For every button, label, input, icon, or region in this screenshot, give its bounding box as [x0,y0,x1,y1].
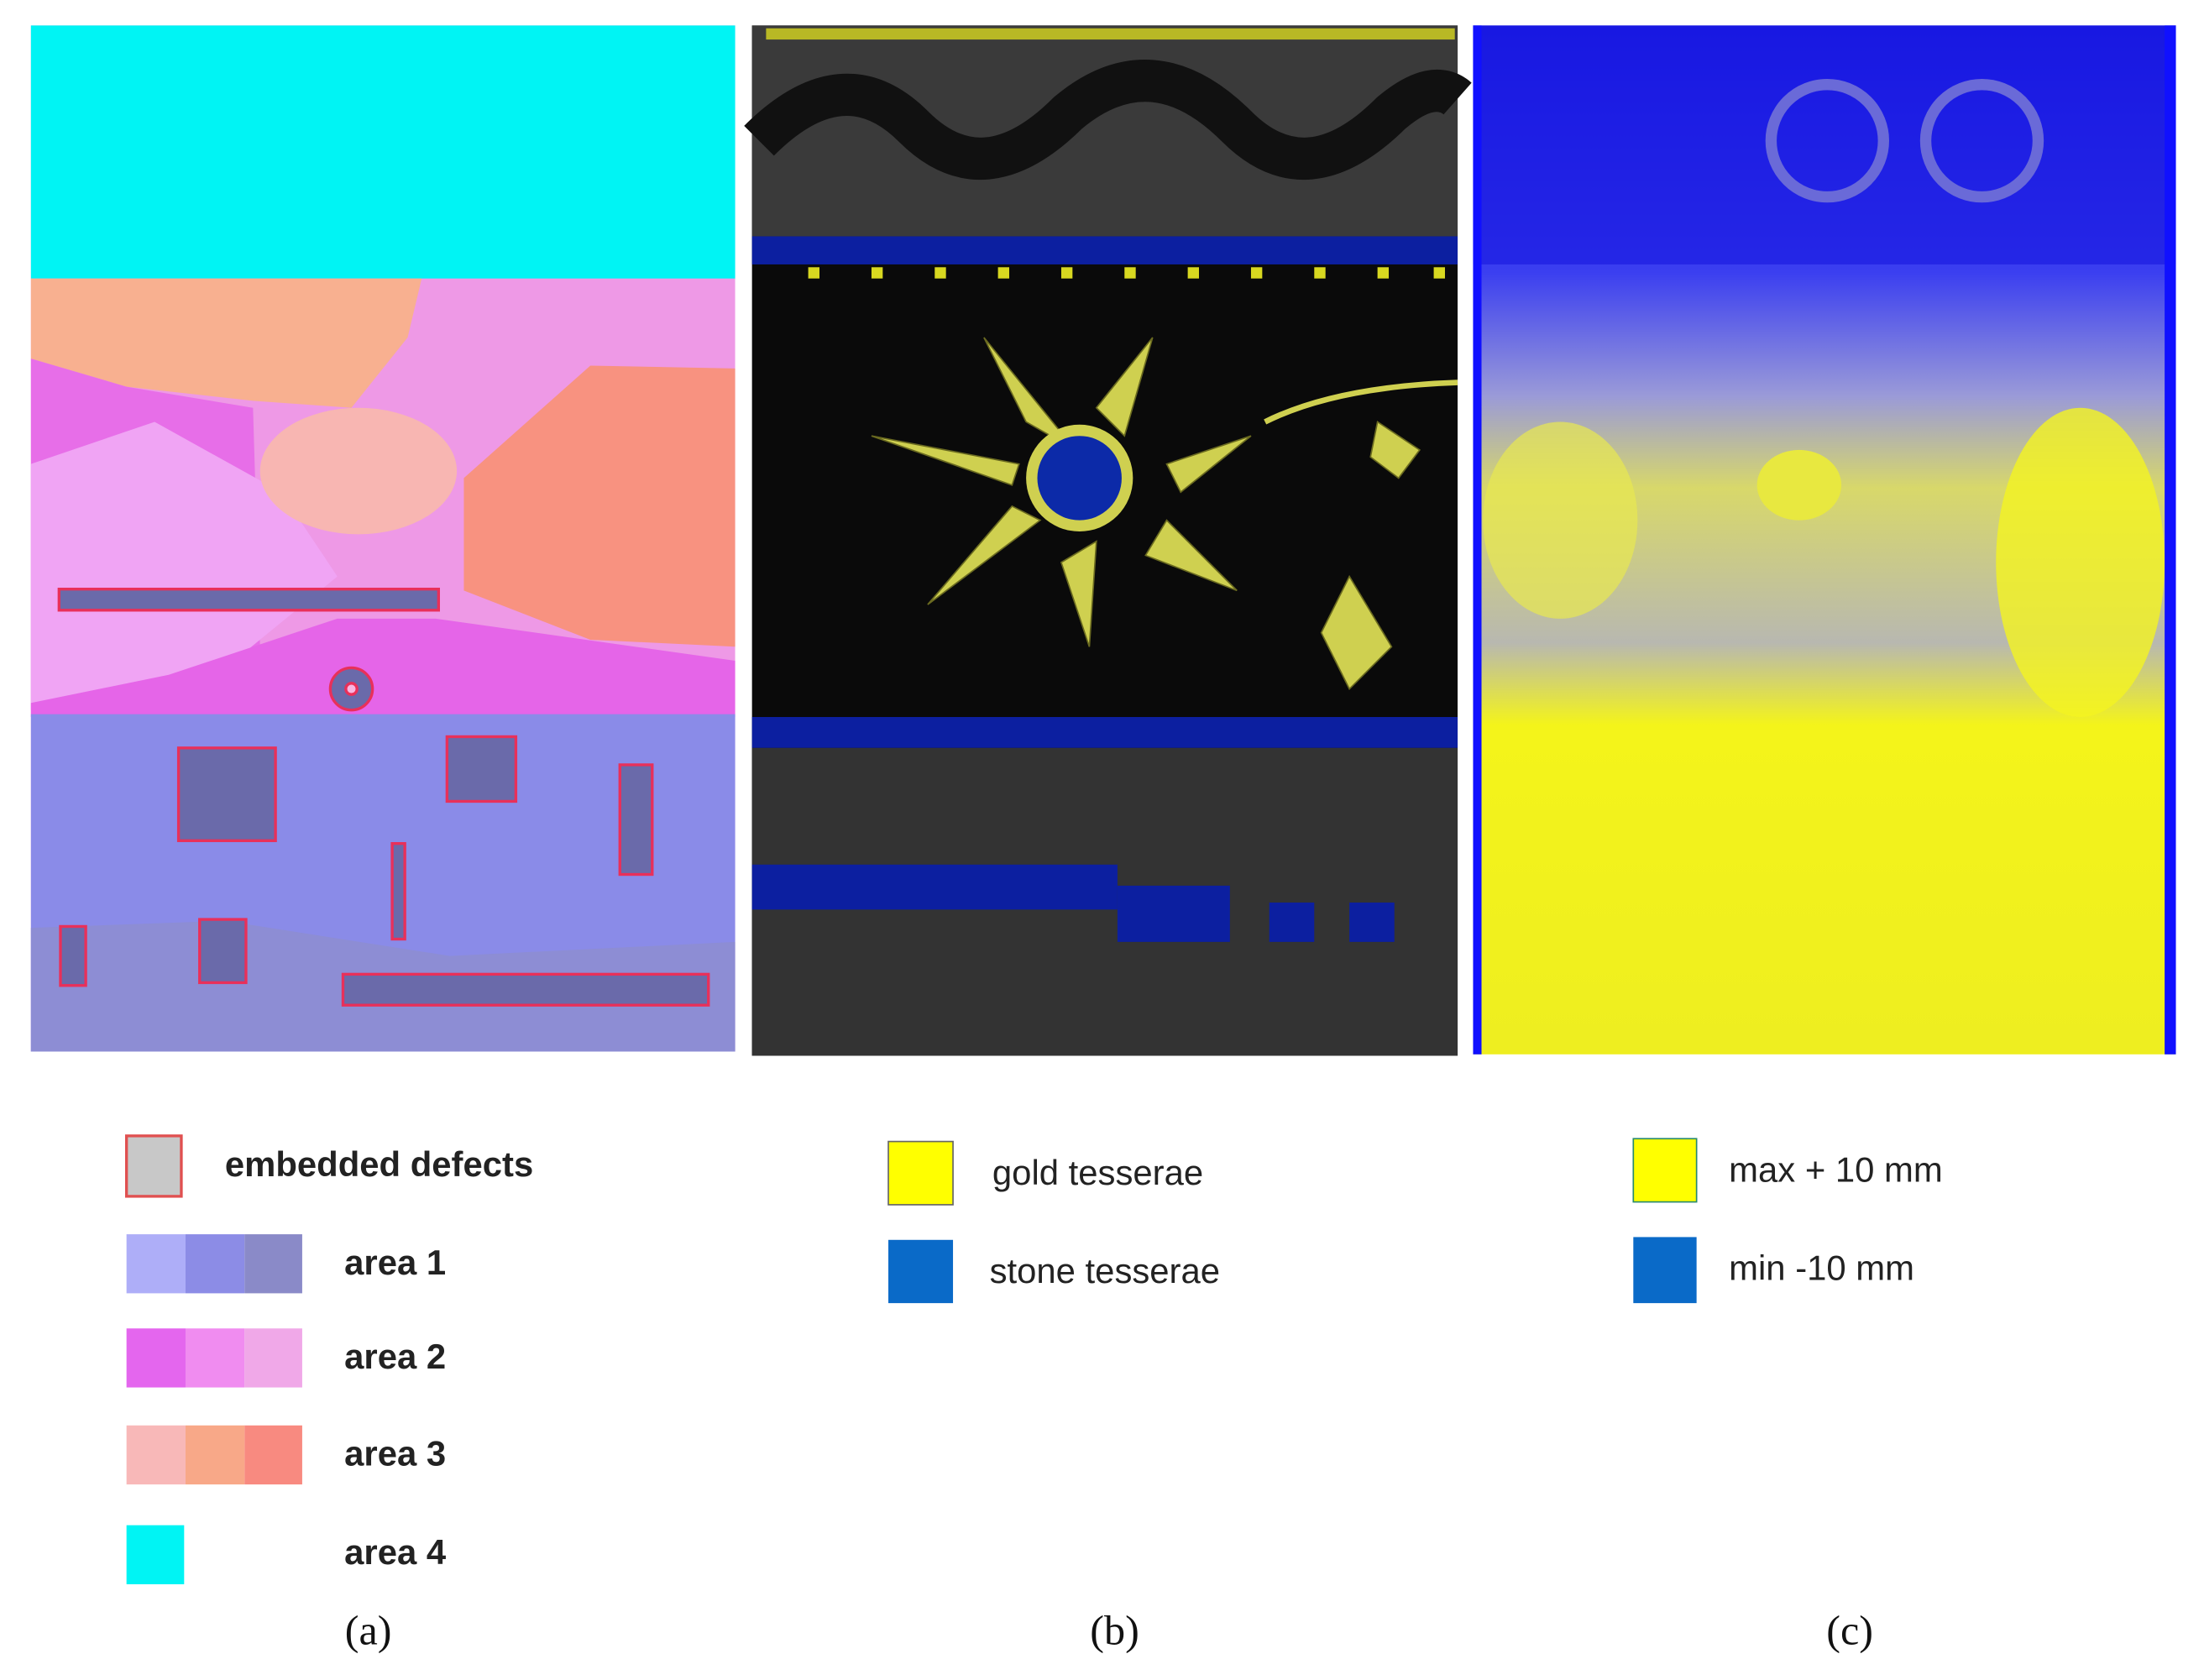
panel-b-image [744,25,1472,1056]
swatch [126,1328,186,1388]
swatch [124,1134,183,1198]
legend-label: max + 10 mm [1729,1149,1943,1189]
legend-c: max + 10 mm min -10 mm [1632,1138,1943,1304]
swatch [1633,1237,1697,1304]
swatch [185,1328,245,1388]
caption: (a) [345,1607,392,1654]
legend-label: stone tesserae [990,1251,1220,1290]
caption: (c) [1826,1607,1873,1654]
swatch [126,1234,186,1294]
legend-b: gold tesserae stone tesserae [887,1140,1220,1304]
swatch [887,1140,954,1206]
panel-a-image [30,25,736,1052]
swatch [244,1328,302,1388]
swatch [185,1425,245,1485]
swatch [244,1425,302,1485]
legend-label: min -10 mm [1729,1248,1914,1288]
panel-c-image [1473,25,2176,1055]
legend-label: gold tesserae [992,1153,1203,1192]
legend-label: area 3 [344,1434,446,1473]
legend-a: embedded defects area 1 area 2 area 3 ar… [124,1134,533,1584]
swatch [126,1525,185,1584]
caption: (b) [1090,1607,1139,1654]
swatch [244,1234,302,1294]
legend-label: embedded defects [225,1144,533,1184]
swatch [1632,1138,1698,1203]
legend-label: area 1 [344,1243,446,1282]
legend-label: area 2 [344,1337,446,1376]
swatch [126,1425,186,1485]
swatch [185,1234,245,1294]
legend-label: area 4 [344,1532,447,1572]
swatch [888,1239,954,1304]
